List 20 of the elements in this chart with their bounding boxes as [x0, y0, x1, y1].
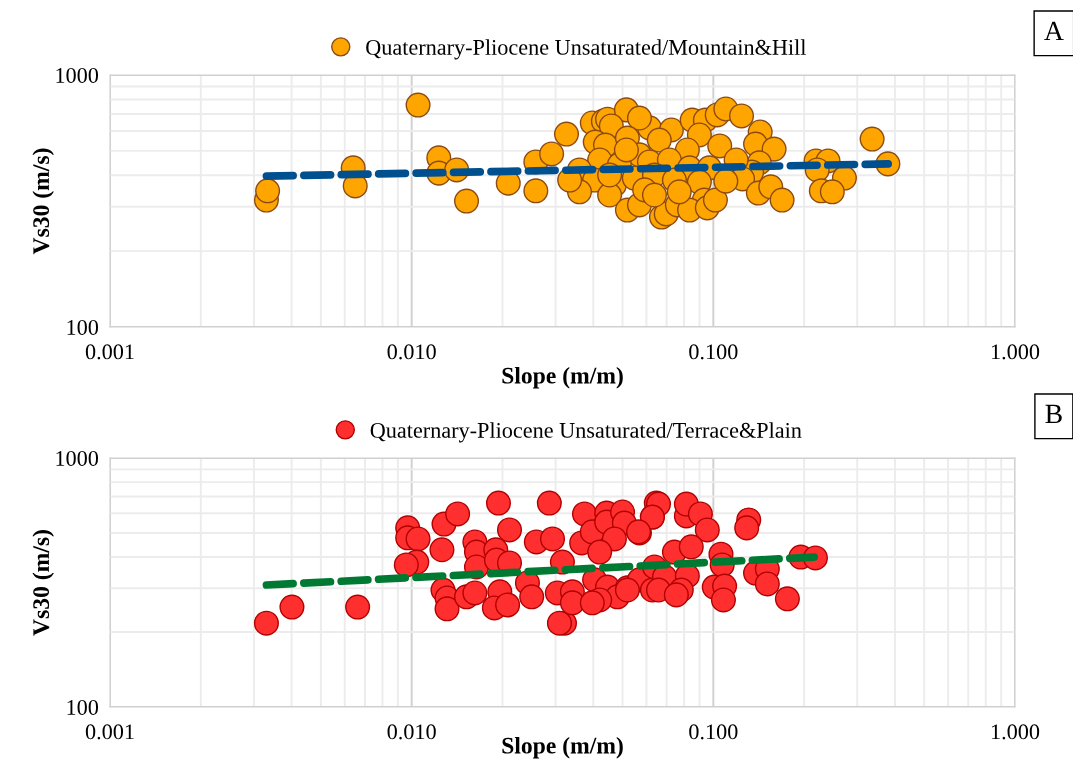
text: A [1044, 21, 1064, 41]
x-tick-label: 0.010 [387, 344, 436, 360]
y-tick-label: 100 [67, 319, 99, 335]
y-axis-title: Vs30 (m/s) [32, 148, 54, 255]
y-tick-label: 1000 [56, 450, 99, 466]
legend-label: Quaternary-Pliocene Unsaturated/Mountain&Hill [366, 39, 806, 60]
x-tick-label: 1.000 [991, 724, 1040, 740]
x-axis-title: Slope (m/m) [502, 737, 623, 759]
x-tick-label: 0.001 [85, 724, 134, 740]
x-tick-label: 0.010 [387, 724, 436, 740]
y-axis-title: Vs30 (m/s) [32, 530, 54, 636]
x-axis-title: Slope (m/m) [502, 367, 623, 389]
x-tick-label: 0.100 [689, 344, 738, 360]
x-tick-label: 0.100 [689, 724, 738, 740]
y-tick-label: 100 [67, 699, 99, 715]
legend-label: Quaternary-Pliocene Unsaturated/Terrace&Plain [370, 422, 802, 443]
x-tick-label: 1.000 [991, 344, 1040, 360]
x-tick-label: 0.001 [85, 344, 134, 360]
text: B [1045, 404, 1062, 424]
y-tick-label: 1000 [56, 67, 99, 83]
